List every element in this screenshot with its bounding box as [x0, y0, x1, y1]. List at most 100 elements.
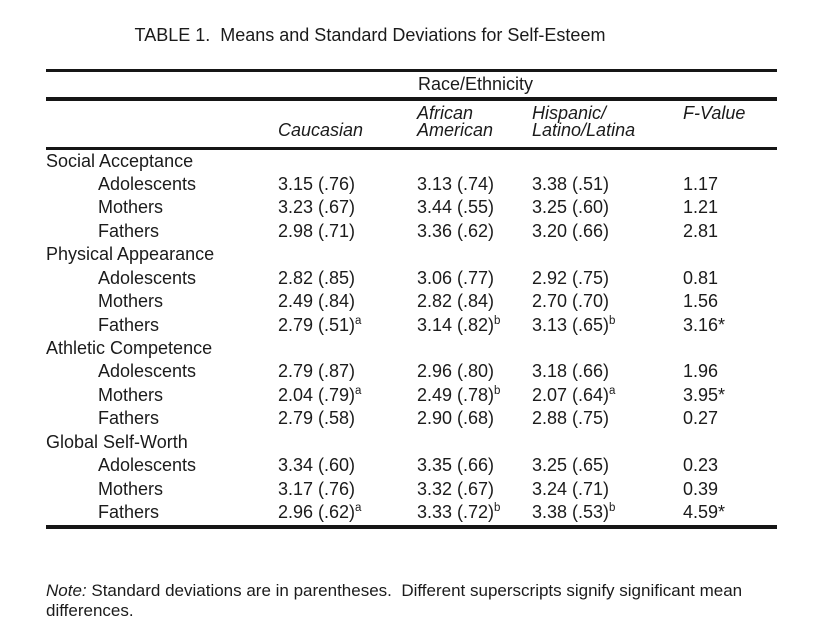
- row-label: Adolescents: [98, 267, 197, 288]
- value-cell: 2.70 (.70): [532, 290, 683, 313]
- cell-value: 1.17: [683, 173, 719, 194]
- cell-value: 3.13 (.65): [532, 314, 610, 335]
- value-cell: 2.96 (.80): [417, 360, 532, 383]
- cell-value: 3.32 (.67): [417, 478, 495, 499]
- cell-value: 2.79 (.58): [278, 408, 356, 429]
- table-row: Fathers 2.96 (.62)a 3.33 (.72)b 3.38 (.53)b…: [46, 501, 777, 524]
- cell-superscript: a: [355, 384, 362, 397]
- cell-superscript: b: [494, 502, 501, 515]
- cell-value: 3.36 (.62): [417, 220, 495, 241]
- table-row: Adolescents 2.82 (.85) 3.06 (.77) 2.92 (.75…: [46, 267, 777, 290]
- cell-value: 3.17 (.76): [278, 478, 356, 499]
- value-cell: 3.20 (.66): [532, 220, 683, 243]
- column-headers: Caucasian African American Hispanic/ Lat…: [46, 101, 777, 140]
- row-label: Fathers: [98, 502, 160, 523]
- value-cell: 3.25 (.60): [532, 196, 683, 219]
- row-label: Fathers: [98, 220, 160, 241]
- cell-value: 3.23 (.67): [278, 197, 356, 218]
- cell-value: 3.95*: [683, 384, 726, 405]
- value-cell: 1.96: [683, 360, 777, 383]
- col-header-line: African: [417, 102, 474, 123]
- footnote: Note: Standard deviations are in parenth…: [46, 542, 777, 628]
- table-row: Mothers 3.17 (.76) 3.32 (.67) 3.24 (.71) 0.3…: [46, 478, 777, 501]
- rule-top: [46, 68, 777, 72]
- value-cell: 3.36 (.62): [417, 220, 532, 243]
- col-header-line: [683, 122, 777, 140]
- cell-value: 3.35 (.66): [417, 455, 495, 476]
- col-header-caucasian: Caucasian: [278, 105, 417, 140]
- cell-superscript: b: [609, 502, 616, 515]
- col-header-hispanic-latino-latina: Hispanic/ Latino/Latina: [532, 104, 683, 140]
- cell-superscript: b: [494, 314, 501, 327]
- cell-value: 2.49 (.78): [417, 384, 495, 405]
- cell-value: 2.07 (.64): [532, 384, 610, 405]
- value-cell: 0.27: [683, 407, 777, 430]
- value-cell: 3.13 (.65)b: [532, 314, 683, 337]
- cell-value: 4.59*: [683, 502, 726, 523]
- value-cell: 3.24 (.71): [532, 478, 683, 501]
- section-row: Physical Appearance: [46, 243, 777, 266]
- value-cell: 3.16*: [683, 314, 777, 337]
- value-cell: 3.18 (.66): [532, 360, 683, 383]
- value-cell: 3.15 (.76): [278, 173, 417, 196]
- table-row: Fathers 2.79 (.51)a 3.14 (.82)b 3.13 (.65)b…: [46, 314, 777, 337]
- cell-value: 0.23: [683, 455, 719, 476]
- cell-value: 2.49 (.84): [278, 291, 356, 312]
- value-cell: 0.81: [683, 267, 777, 290]
- value-cell: 3.32 (.67): [417, 478, 532, 501]
- cell-value: 2.88 (.75): [532, 408, 610, 429]
- value-cell: 3.95*: [683, 384, 777, 407]
- section-row: Social Acceptance: [46, 150, 777, 173]
- col-header-f-value: F-Value: [683, 104, 777, 140]
- value-cell: 0.39: [683, 478, 777, 501]
- value-cell: 3.44 (.55): [417, 196, 532, 219]
- row-label: Mothers: [98, 478, 164, 499]
- table-row: Adolescents 3.15 (.76) 3.13 (.74) 3.38 (.51…: [46, 173, 777, 196]
- value-cell: 1.56: [683, 290, 777, 313]
- row-label: Mothers: [98, 384, 164, 405]
- cell-value: 2.82 (.85): [278, 267, 356, 288]
- value-cell: 2.92 (.75): [532, 267, 683, 290]
- value-cell: 3.35 (.66): [417, 454, 532, 477]
- value-cell: 2.98 (.71): [278, 220, 417, 243]
- cell-value: 3.44 (.55): [417, 197, 495, 218]
- section-row: Athletic Competence: [46, 337, 777, 360]
- cell-superscript: b: [494, 384, 501, 397]
- value-cell: 2.96 (.62)a: [278, 501, 417, 524]
- row-label: Fathers: [98, 314, 160, 335]
- value-cell: 2.49 (.84): [278, 290, 417, 313]
- value-cell: 2.88 (.75): [532, 407, 683, 430]
- table-row: Adolescents 3.34 (.60) 3.35 (.66) 3.25 (.65…: [46, 454, 777, 477]
- spanner-race-ethnicity: Race/Ethnicity: [418, 74, 534, 94]
- table-body: Social Acceptance Adolescents 3.15 (.76) 3.…: [46, 150, 777, 525]
- value-cell: 2.79 (.51)a: [278, 314, 417, 337]
- row-label: Adolescents: [98, 361, 197, 382]
- cell-value: 3.24 (.71): [532, 478, 610, 499]
- cell-value: 3.20 (.66): [532, 220, 610, 241]
- value-cell: 3.23 (.67): [278, 196, 417, 219]
- cell-value: 3.38 (.51): [532, 173, 610, 194]
- value-cell: 3.17 (.76): [278, 478, 417, 501]
- cell-value: 3.18 (.66): [532, 361, 610, 382]
- cell-value: 3.15 (.76): [278, 173, 356, 194]
- table-row: Adolescents 2.79 (.87) 2.96 (.80) 3.18 (.66…: [46, 360, 777, 383]
- col-header-african-american: African American: [417, 102, 532, 140]
- value-cell: 2.81: [683, 220, 777, 243]
- section-label: Physical Appearance: [46, 244, 215, 265]
- cell-value: 2.70 (.70): [532, 291, 610, 312]
- rule-under-spanner: [46, 97, 777, 101]
- cell-value: 0.27: [683, 408, 719, 429]
- value-cell: 3.34 (.60): [278, 454, 417, 477]
- cell-value: 2.98 (.71): [278, 220, 356, 241]
- value-cell: 1.21: [683, 196, 777, 219]
- value-cell: 2.04 (.79)a: [278, 384, 417, 407]
- col-header-line: Latino/Latina: [532, 120, 636, 140]
- col-header-spacer: [46, 105, 278, 140]
- cell-value: 2.96 (.62): [278, 502, 356, 523]
- cell-value: 1.21: [683, 197, 719, 218]
- cell-value: 3.25 (.65): [532, 455, 610, 476]
- row-label: Adolescents: [98, 455, 197, 476]
- cell-superscript: b: [609, 314, 616, 327]
- section-label: Social Acceptance: [46, 150, 194, 171]
